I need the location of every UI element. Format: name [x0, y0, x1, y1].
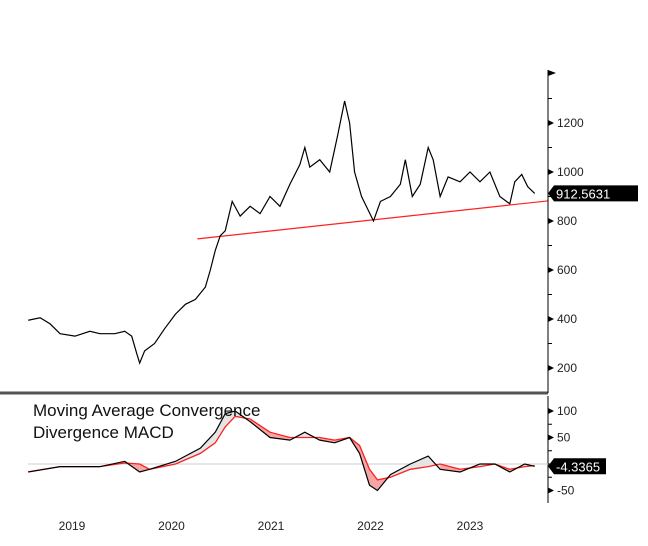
y-tick-mark [548, 218, 554, 224]
y-tick-mark [548, 365, 554, 371]
y-tick-label: 1000 [557, 165, 584, 179]
macd-histogram-fill [200, 432, 216, 454]
x-tick-label: 2020 [158, 519, 185, 533]
macd-histogram-fill [410, 456, 429, 470]
macd-tick-label: 100 [557, 404, 577, 418]
macd-histogram-fill [225, 411, 236, 427]
macd-tick-mark [548, 408, 554, 414]
y-tick-mark [548, 267, 554, 273]
y-tick-mark [548, 316, 554, 322]
x-tick-label: 2023 [457, 519, 484, 533]
macd-tick-label: -50 [557, 484, 575, 498]
macd-last-value: -4.3365 [556, 459, 600, 474]
y-tick-label: 1200 [557, 116, 584, 130]
y-tick-label: 800 [557, 214, 577, 228]
x-tick-label: 2022 [357, 519, 384, 533]
x-tick-label: 2019 [59, 519, 86, 533]
macd-line [28, 410, 535, 492]
y-tick-mark [548, 120, 554, 126]
y-tick-mark [548, 169, 554, 175]
macd-last-value-badge [548, 458, 606, 475]
macd-histogram-fill [319, 437, 335, 443]
price-last-value-badge [548, 185, 638, 202]
macd-histogram-fill [215, 413, 226, 443]
macd-tick-mark [548, 487, 554, 494]
price-last-value: 912.5631 [556, 186, 610, 201]
macd-title: Moving Average Convergence Divergence MA… [33, 401, 261, 442]
x-tick-label: 2021 [258, 519, 285, 533]
macd-histogram-fill [369, 469, 378, 491]
y-axis-top-marker [548, 70, 556, 76]
macd-tick-label: 50 [557, 431, 571, 445]
y-tick-label: 400 [557, 312, 577, 326]
y-tick-label: 200 [557, 361, 577, 375]
y-tick-label: 600 [557, 263, 577, 277]
price-line [28, 100, 536, 365]
macd-tick-mark [548, 434, 554, 441]
